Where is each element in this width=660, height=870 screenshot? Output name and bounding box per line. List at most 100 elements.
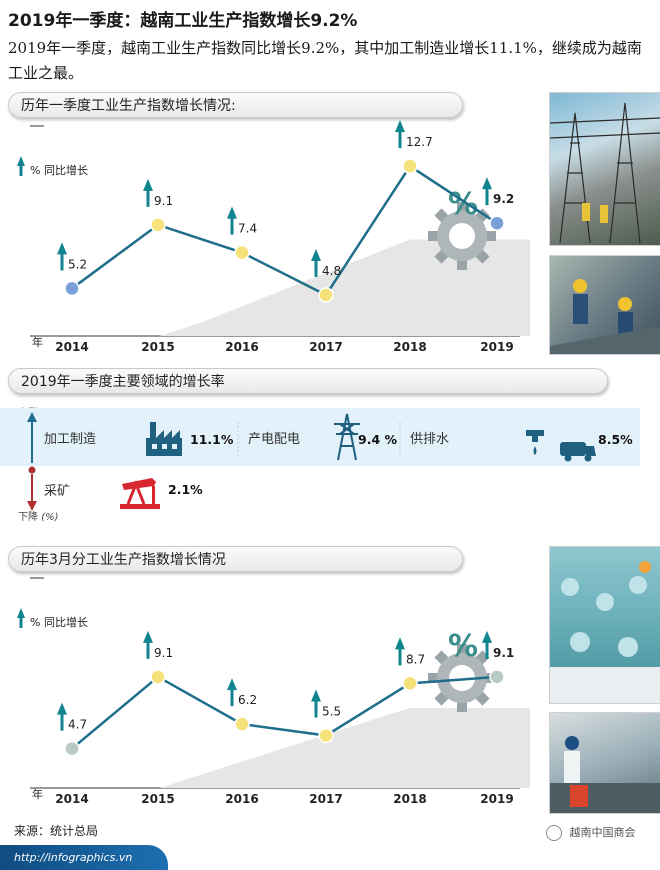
data-label-2015: 9.1	[154, 194, 173, 208]
x-tick-2016: 2016	[225, 792, 258, 806]
chart1-title: 历年一季度工业生产指数增长情况:	[8, 92, 463, 118]
wechat-icon	[546, 825, 562, 841]
x-tick-2017: 2017	[309, 792, 342, 806]
data-label-2016: 6.2	[238, 693, 257, 707]
x-axis-unit: 年	[32, 335, 43, 349]
up-arrow-icon	[143, 630, 153, 643]
y-unit-arrow-icon	[17, 156, 25, 166]
up-arrow-stem	[60, 253, 64, 271]
up-arrow-stem	[398, 648, 402, 666]
up-arrow-icon	[227, 206, 237, 219]
data-point-2017	[318, 287, 334, 303]
sector-power-value: 9.4 %	[358, 432, 398, 447]
up-arrow-icon	[57, 242, 67, 255]
data-point-2016	[234, 244, 250, 261]
trend-wedge	[160, 707, 530, 788]
up-arrow-stem	[485, 188, 489, 206]
x-tick-2015: 2015	[141, 340, 174, 354]
x-tick-2017: 2017	[309, 340, 342, 354]
fish-sorting-photo	[549, 712, 660, 814]
up-arrow-icon	[143, 178, 153, 191]
data-point-2018	[402, 675, 418, 692]
up-arrow-icon	[57, 702, 67, 715]
up-arrow-stem	[398, 131, 402, 149]
y-axis-label: % 同比增长	[30, 163, 88, 177]
sector-mining-label: 采矿	[44, 484, 71, 499]
data-point-2017	[318, 727, 334, 744]
page-subtitle: 2019年一季度，越南工业生产指数同比增长9.2%，其中加工制造业增长11.1%…	[8, 39, 642, 82]
percent-icon: %	[448, 629, 478, 664]
source-note: 来源：统计总局	[14, 824, 99, 838]
sector-water-value: 8.5%	[598, 432, 633, 447]
x-tick-2014: 2014	[55, 340, 88, 354]
up-arrow-icon	[395, 637, 405, 650]
up-arrow-stem	[314, 259, 318, 277]
up-arrow-icon	[311, 248, 321, 261]
x-tick-2019: 2019	[480, 340, 513, 354]
data-label-2019: 9.1	[493, 646, 514, 660]
up-arrow-icon	[311, 689, 321, 702]
data-label-2017: 5.5	[322, 705, 341, 719]
x-tick-2018: 2018	[393, 792, 426, 806]
power-station-photo	[549, 92, 660, 246]
chart2-title: 历年3月分工业生产指数增长情况	[8, 546, 463, 572]
series-line	[71, 164, 498, 297]
seafood-processing-photo	[549, 546, 660, 704]
oil-pump-icon	[120, 478, 160, 509]
data-label-2014: 4.7	[68, 718, 87, 732]
x-axis-unit: 年	[32, 787, 43, 801]
data-point-2019	[489, 215, 505, 231]
percent-icon: %	[448, 187, 478, 222]
up-arrow-stem	[146, 641, 150, 659]
y-axis-label: % 同比增长	[30, 615, 88, 629]
gear-icon	[428, 644, 496, 712]
up-arrow-icon	[395, 120, 405, 133]
data-label-2016: 7.4	[238, 222, 257, 236]
x-tick-2018: 2018	[393, 340, 426, 354]
data-point-2016	[234, 716, 250, 732]
sectors-heading: 2019年一季度主要领域的增长率	[8, 368, 608, 394]
sector-power-label: 产电配电	[248, 432, 301, 447]
up-arrow-stem	[146, 189, 150, 207]
x-tick-2016: 2016	[225, 340, 258, 354]
sector-manufacturing-value: 11.1%	[190, 432, 234, 447]
up-arrow-stem	[314, 700, 318, 718]
up-arrow-icon	[482, 630, 492, 643]
data-point-2018	[402, 158, 418, 174]
data-label-2018: 12.7	[406, 135, 433, 149]
factory-icon	[146, 422, 182, 456]
x-tick-2015: 2015	[141, 792, 174, 806]
data-label-2015: 9.1	[154, 646, 173, 660]
up-arrow-stem	[230, 689, 234, 707]
y-unit-arrow-stem	[19, 164, 23, 176]
up-arrow-icon	[227, 678, 237, 691]
sectors-axis	[27, 412, 401, 511]
y-unit-arrow-icon	[17, 608, 25, 618]
x-tick-2014: 2014	[55, 792, 88, 806]
data-point-2014	[64, 740, 80, 757]
x-tick-2019: 2019	[480, 792, 513, 806]
up-arrow-stem	[230, 217, 234, 235]
up-arrow-icon	[482, 177, 492, 190]
data-label-2018: 8.7	[406, 652, 425, 666]
water-truck-icon	[526, 430, 596, 462]
data-label-2014: 5.2	[68, 257, 87, 271]
down-label: 下降 (%)	[18, 512, 59, 523]
data-point-2015	[150, 669, 166, 685]
gear-icon	[428, 202, 496, 270]
sector-water-label: 供排水	[410, 432, 450, 447]
data-point-2019	[489, 669, 505, 685]
sector-manufacturing-label: 加工制造	[44, 432, 97, 447]
data-label-2017: 4.8	[322, 264, 341, 278]
power-tower-icon	[334, 413, 360, 461]
data-point-2014	[64, 280, 80, 297]
website-link[interactable]: http://infographics.vn	[0, 845, 169, 870]
trend-wedge	[160, 239, 530, 336]
page-title: 2019年一季度：越南工业生产指数增长9.2%	[8, 11, 358, 31]
factory-workers-photo	[549, 255, 660, 355]
data-label-2019: 9.2	[493, 192, 514, 206]
up-arrow-stem	[60, 713, 64, 731]
y-unit-arrow-stem	[19, 616, 23, 628]
